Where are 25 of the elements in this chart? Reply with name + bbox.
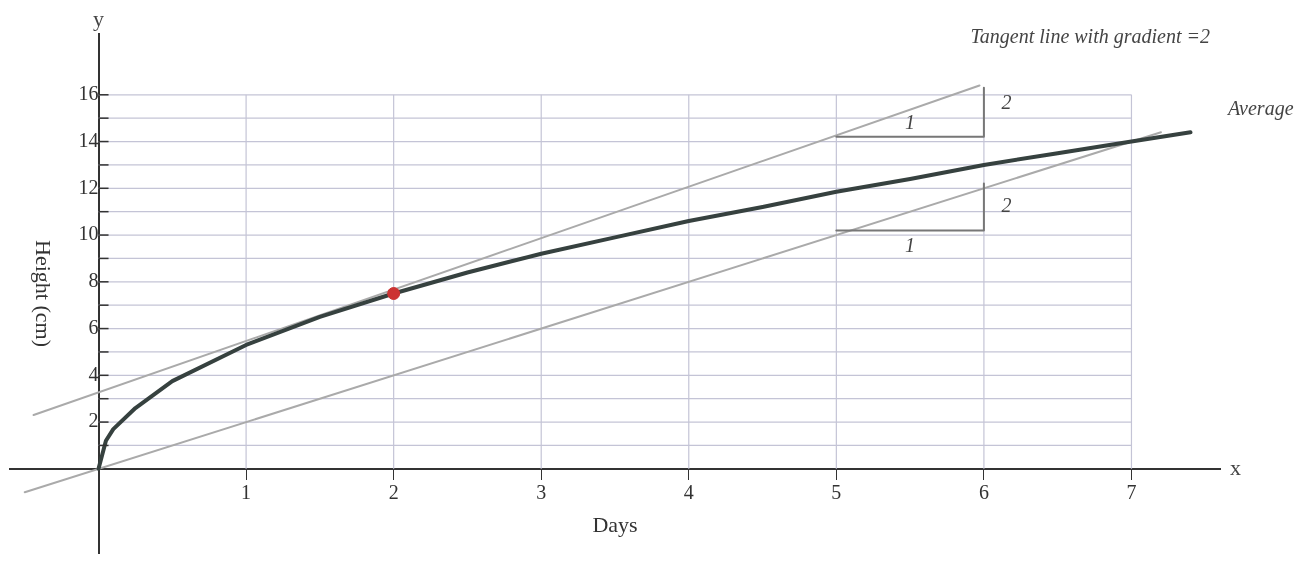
x-tick-label: 6	[978, 481, 989, 504]
x-tick-label: 3	[536, 481, 547, 504]
x-tick-label: 2	[388, 481, 399, 504]
annotation: 1	[905, 111, 916, 134]
annotation: 2	[1001, 91, 1012, 114]
y-tick-label: 14	[78, 128, 99, 151]
y-tick-label: 2	[88, 409, 99, 432]
x-tick-label: 5	[831, 481, 842, 504]
annotation: Tangent line with gradient =2	[970, 25, 1210, 49]
y-tick-label: 12	[78, 175, 99, 198]
text: Average	[1226, 97, 1294, 121]
y-tick-label: 16	[78, 82, 99, 105]
x-axis-title: Days	[592, 511, 638, 537]
y-tick-label: 6	[88, 315, 99, 338]
text: x	[1230, 454, 1241, 480]
annotation: 1	[905, 233, 916, 256]
y-tick-label: 10	[78, 222, 99, 245]
y-tick-label: 8	[88, 269, 99, 292]
y-axis-title: Height (cm)	[30, 240, 56, 347]
annotation: 2	[1001, 194, 1012, 217]
x-tick-label: 4	[683, 481, 694, 504]
y-tick-label: 4	[88, 362, 99, 385]
text: y	[93, 5, 105, 31]
x-tick-label: 1	[241, 481, 252, 504]
x-tick-label: 7	[1126, 481, 1137, 504]
